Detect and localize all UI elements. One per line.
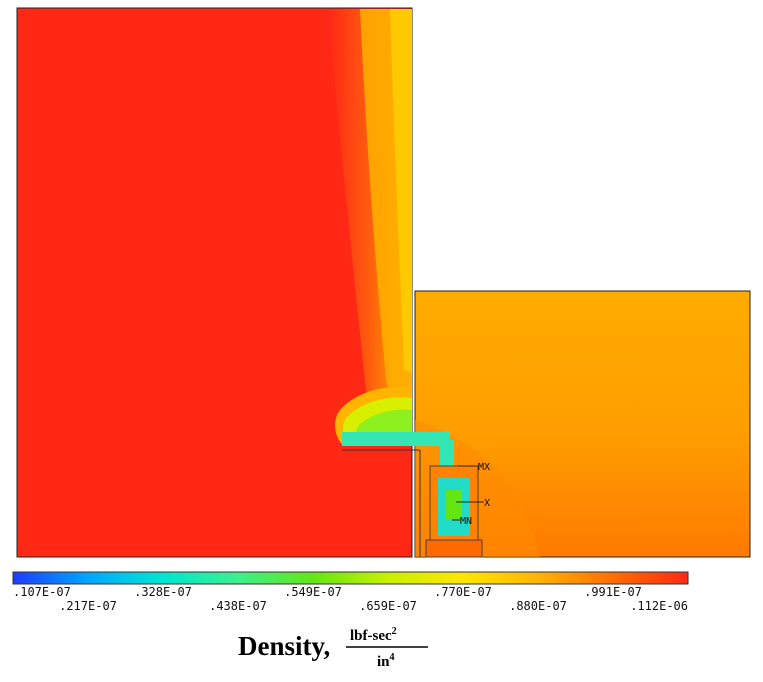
colorbar: .107E-07.217E-07 .328E-07 .438E-07 .549E-07… [12,571,689,613]
extrema-markers: MX X MN [452,462,490,527]
unit-denominator-power: 4 [390,652,395,663]
colorbar-tick-upper-3: .770E-07 [434,585,492,599]
unit-numerator-power: 2 [392,626,397,637]
unit-numerator: lbf-sec2 [350,626,397,644]
quantity-label: Density, lbf-sec2 in4 [238,626,428,670]
left-chamber-region [16,7,413,558]
unit-denominator: in4 [377,652,395,670]
colorbar-bar [12,571,689,585]
marker-mx: MX [478,462,490,473]
colorbar-tick-upper-0: .107E-07 [13,585,71,599]
marker-mn: MN [460,516,472,527]
colorbar-tick-lower-3: .880E-07 [509,599,567,613]
colorbar-tick-upper-2: .549E-07 [284,585,342,599]
colorbar-tick-labels: .107E-07.217E-07 .328E-07 .438E-07 .549E-07… [13,585,688,613]
colorbar-tick-upper-4: .991E-07 [584,585,642,599]
marker-x: X [484,498,490,509]
colorbar-tick-lower-1: .438E-07 [209,599,267,613]
colorbar-tick-lower-0: .217E-07 [59,599,117,613]
colorbar-tick-upper-1: .328E-07 [134,585,192,599]
colorbar-tick-lower-2: .659E-07 [359,599,417,613]
density-title: Density, [238,631,330,661]
colorbar-tick-lower-4: .112E-06 [630,599,688,613]
unit-denominator-text: in [377,654,390,670]
unit-numerator-text: lbf-sec [350,628,392,644]
gap-channel-region [342,432,483,558]
